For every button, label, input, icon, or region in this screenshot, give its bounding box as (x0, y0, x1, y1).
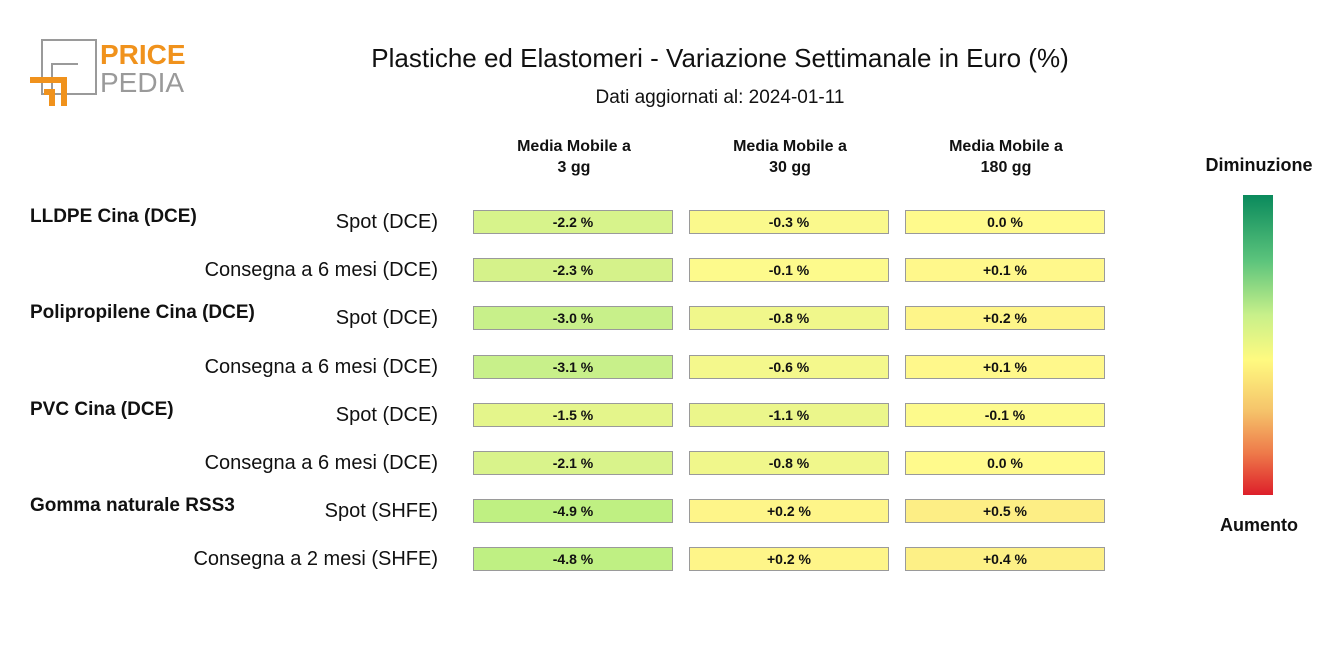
heatmap-cell: -1.5 % (473, 402, 673, 427)
heatmap-cell: -2.3 % (473, 258, 673, 283)
heatmap-cell: +0.1 % (905, 258, 1105, 283)
heatmap-cell: +0.4 % (905, 547, 1105, 572)
group-label: Gomma naturale RSS3 (30, 495, 235, 517)
legend-color-scale (1243, 195, 1273, 495)
row-label: Consegna a 6 mesi (DCE) (204, 355, 438, 378)
chart-title: Plastiche ed Elastomeri - Variazione Set… (371, 43, 1069, 73)
column-header-line: 30 gg (769, 159, 811, 176)
heatmap-cell: -4.9 % (473, 499, 673, 524)
column-header: Media Mobile a 3 gg (473, 136, 675, 178)
heatmap-cell: +0.5 % (905, 499, 1105, 524)
column-header-line: Media Mobile a (733, 138, 847, 155)
heatmap-cell: -0.1 % (905, 402, 1105, 427)
heatmap-cell: +0.2 % (689, 547, 889, 572)
row-label: Spot (DCE) (335, 211, 438, 233)
column-header-line: Media Mobile a (949, 138, 1063, 155)
row-label: Spot (DCE) (335, 403, 438, 426)
heatmap-cell: +0.2 % (689, 499, 889, 524)
group-label: PVC Cina (DCE) (30, 398, 174, 420)
row-label: Spot (DCE) (335, 307, 438, 330)
heatmap-cell: -3.1 % (473, 354, 673, 379)
chart-subtitle: Dati aggiornati al: 2024-01-11 (595, 87, 845, 108)
group-label: LLDPE Cina (DCE) (30, 206, 197, 227)
heatmap-cell: +0.2 % (905, 306, 1105, 331)
column-header: Media Mobile a 30 gg (689, 136, 891, 178)
logo-text-pedia: PEDIA (100, 67, 184, 98)
heatmap-cell: -1.1 % (689, 402, 889, 427)
heatmap-cell: -2.1 % (473, 451, 673, 475)
column-header: Media Mobile a 180 gg (905, 136, 1107, 178)
heatmap-cell: -0.8 % (689, 451, 889, 475)
heatmap-cell: -3.0 % (473, 306, 673, 331)
heatmap-cell: -0.1 % (689, 258, 889, 283)
row-label: Consegna a 2 mesi (SHFE) (193, 548, 438, 571)
logo-text-price: PRICE (100, 39, 186, 70)
heatmap-cell: -0.6 % (689, 354, 889, 379)
heatmap-cell: 0.0 % (905, 451, 1105, 475)
row-label: Consegna a 6 mesi (DCE) (204, 452, 438, 474)
legend-bottom-label: Aumento (1220, 515, 1298, 535)
heatmap-cell: -2.2 % (473, 210, 673, 234)
group-label: Polipropilene Cina (DCE) (30, 302, 255, 324)
heatmap-cell: -4.8 % (473, 547, 673, 572)
heatmap-cell: -0.3 % (689, 210, 889, 234)
heatmap-cell: 0.0 % (905, 210, 1105, 234)
pricepedia-logo: PRICE PEDIA (30, 39, 186, 106)
column-header-line: Media Mobile a (517, 138, 631, 155)
heatmap-cell: -0.8 % (689, 306, 889, 331)
row-label: Spot (SHFE) (324, 500, 438, 523)
legend-top-label: Diminuzione (1205, 155, 1313, 175)
row-label: Consegna a 6 mesi (DCE) (204, 259, 438, 282)
column-header-line: 3 gg (557, 159, 591, 176)
heatmap-cell: +0.1 % (905, 354, 1105, 379)
column-header-line: 180 gg (980, 159, 1032, 176)
